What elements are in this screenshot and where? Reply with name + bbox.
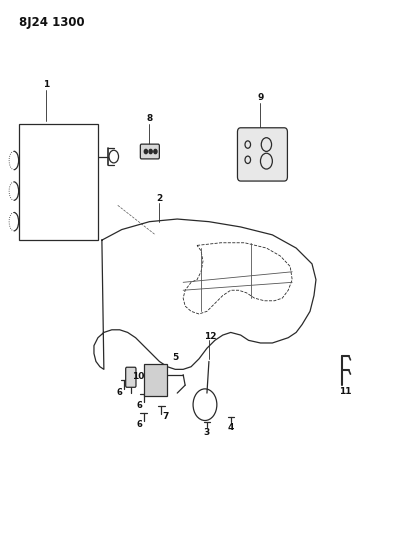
FancyBboxPatch shape bbox=[143, 364, 167, 395]
Text: 1: 1 bbox=[43, 80, 49, 89]
Text: 3: 3 bbox=[203, 428, 210, 437]
FancyBboxPatch shape bbox=[18, 124, 98, 240]
Text: 6: 6 bbox=[117, 387, 122, 397]
Circle shape bbox=[154, 149, 157, 154]
FancyBboxPatch shape bbox=[237, 128, 287, 181]
FancyBboxPatch shape bbox=[140, 144, 159, 159]
Circle shape bbox=[144, 149, 147, 154]
Text: 2: 2 bbox=[156, 195, 162, 204]
Text: 10: 10 bbox=[132, 372, 144, 381]
Text: 8: 8 bbox=[146, 114, 152, 123]
Text: 6: 6 bbox=[136, 420, 142, 429]
Text: 12: 12 bbox=[203, 332, 216, 341]
FancyBboxPatch shape bbox=[126, 367, 136, 387]
Text: 9: 9 bbox=[257, 93, 263, 102]
Circle shape bbox=[149, 149, 152, 154]
Text: 11: 11 bbox=[338, 387, 351, 396]
Text: 5: 5 bbox=[172, 353, 178, 362]
Text: 6: 6 bbox=[136, 401, 142, 410]
Text: 8J24 1300: 8J24 1300 bbox=[18, 16, 84, 29]
Text: 4: 4 bbox=[227, 423, 233, 432]
Text: 7: 7 bbox=[162, 413, 168, 421]
